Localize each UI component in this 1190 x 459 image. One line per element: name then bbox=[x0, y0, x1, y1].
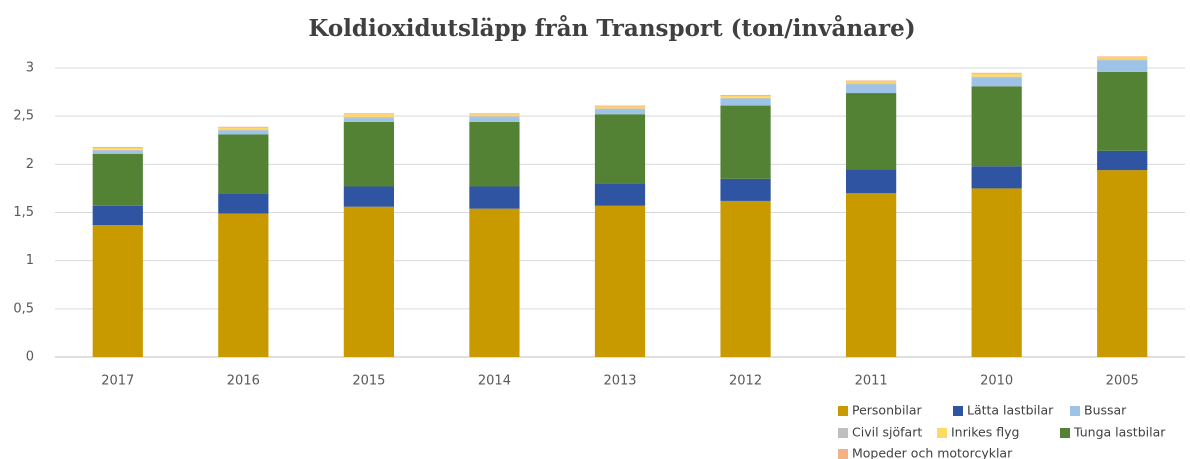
y-tick-label: 2 bbox=[26, 157, 34, 172]
bar-segment bbox=[218, 213, 269, 357]
bar-segment bbox=[720, 98, 771, 106]
bar-segment bbox=[720, 95, 771, 98]
legend-label: Personbilar bbox=[852, 403, 923, 418]
bar-segment bbox=[343, 206, 394, 357]
bar-segment bbox=[971, 77, 1022, 87]
bar-segment bbox=[343, 118, 394, 122]
bar-segment bbox=[469, 116, 520, 118]
bar-segment bbox=[594, 106, 646, 109]
x-tick-label: 2016 bbox=[227, 374, 260, 389]
legend-label: Inrikes flyg bbox=[951, 425, 1019, 440]
y-tick-label: 1,5 bbox=[13, 205, 34, 220]
bar-segment bbox=[469, 186, 520, 209]
bar-segment bbox=[92, 205, 143, 226]
bar-segment bbox=[846, 81, 897, 84]
bar-segment bbox=[1097, 170, 1148, 357]
legend-swatch bbox=[1060, 428, 1070, 438]
bar-segment bbox=[343, 113, 394, 115]
bar-segment bbox=[971, 72, 1022, 74]
bar-segment bbox=[846, 84, 897, 94]
bar-segment bbox=[594, 183, 646, 206]
legend-swatch bbox=[953, 406, 963, 416]
legend-label: Bussar bbox=[1084, 403, 1127, 418]
bar-segment bbox=[971, 73, 1022, 77]
bar-segment bbox=[1097, 150, 1148, 171]
y-tick-label: 3 bbox=[26, 61, 34, 76]
bar-segment bbox=[971, 188, 1022, 357]
y-tick-label: 2,5 bbox=[13, 109, 34, 124]
bar-segment bbox=[1097, 60, 1148, 72]
bar-segment bbox=[971, 166, 1022, 189]
x-tick-label: 2012 bbox=[729, 374, 762, 389]
bar-segment bbox=[218, 193, 269, 214]
bar-segment bbox=[218, 126, 269, 128]
bar-segment bbox=[720, 105, 771, 179]
legend-swatch bbox=[937, 428, 947, 438]
x-tick-label: 2014 bbox=[478, 374, 511, 389]
legend-swatch bbox=[838, 406, 848, 416]
bar-segment bbox=[1097, 57, 1148, 60]
bar-segment bbox=[720, 94, 771, 96]
bar-segment bbox=[92, 153, 143, 206]
bar-segment bbox=[343, 186, 394, 207]
bar-segment bbox=[92, 225, 143, 357]
bar-segment bbox=[720, 200, 771, 357]
legend-label: Mopeder och motorcyklar bbox=[852, 446, 1013, 459]
bar-segment bbox=[469, 113, 520, 115]
bar-segment bbox=[971, 76, 1022, 78]
bar-segment bbox=[469, 114, 520, 117]
bar-segment bbox=[594, 105, 646, 107]
bar-segment bbox=[594, 114, 646, 184]
bar-segment bbox=[846, 80, 897, 82]
bar-segment bbox=[343, 114, 394, 118]
bar-segment bbox=[594, 205, 646, 357]
bar-segment bbox=[92, 147, 143, 150]
x-tick-label: 2017 bbox=[101, 374, 134, 389]
bar-segment bbox=[343, 121, 394, 187]
bar-segment bbox=[846, 193, 897, 357]
x-tick-label: 2010 bbox=[980, 374, 1013, 389]
legend-swatch bbox=[838, 428, 848, 438]
bar-segment bbox=[218, 130, 269, 135]
bar-segment bbox=[1097, 71, 1148, 151]
legend-swatch bbox=[1070, 406, 1080, 416]
bar-segment bbox=[594, 109, 646, 115]
bar-segment bbox=[846, 83, 897, 85]
bar-segment bbox=[92, 146, 143, 148]
bar-segment bbox=[1097, 56, 1148, 58]
bar-segment bbox=[92, 150, 143, 154]
x-tick-label: 2013 bbox=[603, 374, 636, 389]
bar-segment bbox=[720, 97, 771, 99]
chart-title: Koldioxidutsläpp från Transport (ton/inv… bbox=[308, 15, 915, 42]
bar-segment bbox=[720, 178, 771, 201]
bar-segment bbox=[846, 93, 897, 170]
x-tick-label: 2015 bbox=[352, 374, 385, 389]
bar-segment bbox=[469, 117, 520, 122]
bar-segment bbox=[218, 127, 269, 130]
bar-segment bbox=[846, 169, 897, 194]
legend-label: Tunga lastbilar bbox=[1073, 425, 1166, 440]
x-tick-label: 2011 bbox=[855, 374, 888, 389]
bar-segment bbox=[92, 149, 143, 151]
bar-segment bbox=[594, 108, 646, 110]
x-tick-label: 2005 bbox=[1106, 374, 1139, 389]
legend-swatch bbox=[838, 449, 848, 459]
bar-segment bbox=[971, 86, 1022, 167]
y-tick-label: 0 bbox=[26, 350, 34, 365]
y-tick-label: 0,5 bbox=[13, 301, 34, 316]
bar-segment bbox=[343, 117, 394, 119]
bar-segment bbox=[218, 134, 269, 194]
legend-label: Civil sjöfart bbox=[852, 425, 922, 440]
bar-segment bbox=[218, 129, 269, 131]
bar-segment bbox=[469, 208, 520, 357]
legend-label: Lätta lastbilar bbox=[967, 403, 1054, 418]
y-tick-label: 1 bbox=[26, 253, 34, 268]
bar-segment bbox=[1097, 59, 1148, 61]
bar-segment bbox=[469, 121, 520, 187]
